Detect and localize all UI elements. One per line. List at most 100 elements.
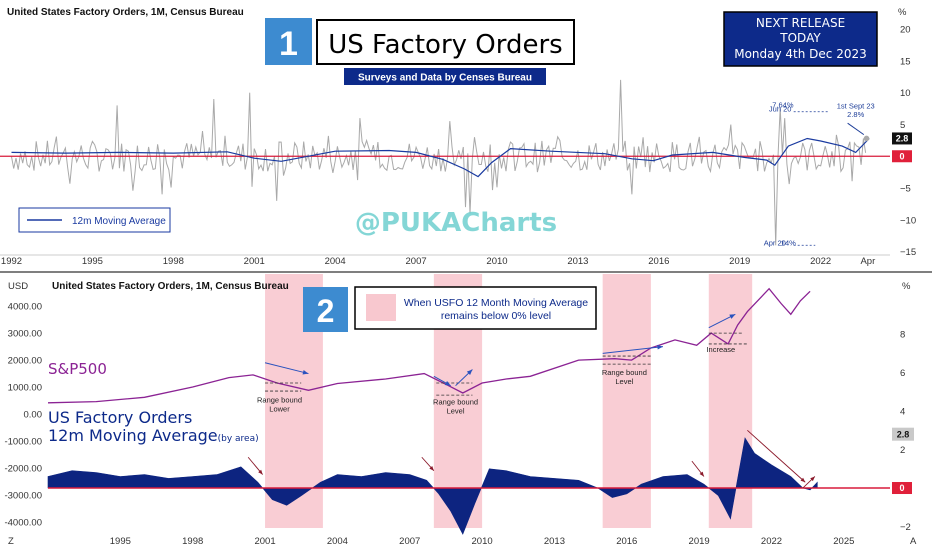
panel1-zero-value: 0 bbox=[899, 151, 904, 161]
factory-orders-area bbox=[47, 437, 818, 535]
panel2-zero-value: 0 bbox=[899, 483, 904, 493]
panel1-y-tick: 15 bbox=[900, 56, 911, 67]
panel1-x-tick: 2016 bbox=[648, 256, 669, 267]
panel1-x-tick: 2004 bbox=[325, 256, 346, 267]
panel2-right-tick: 6 bbox=[900, 368, 905, 379]
decline-arrow-head bbox=[800, 477, 806, 483]
decline-arrow-head bbox=[699, 471, 704, 477]
panel2-right-tick: 2 bbox=[900, 445, 905, 456]
panel1-y-tick: 20 bbox=[900, 25, 911, 36]
panel2-right-axis: 8 6 4 2 −2 bbox=[900, 330, 911, 533]
decline-arrow bbox=[747, 430, 806, 483]
panel1-y-tick: 5 bbox=[900, 120, 905, 131]
trend-arrow-head bbox=[444, 380, 451, 386]
panel2-x-tick: 2016 bbox=[616, 536, 637, 547]
factory-orders-label-suffix: (by area) bbox=[218, 434, 259, 444]
panel1-x-tick: 2007 bbox=[406, 256, 427, 267]
last-point-marker bbox=[863, 135, 870, 142]
panel1-annotation: 1st Sept 23 bbox=[837, 102, 875, 111]
decline-arrow-head bbox=[258, 469, 263, 475]
panel2-left-tick: -3000.00 bbox=[4, 490, 42, 501]
panel2-right-tick: 8 bbox=[900, 330, 905, 341]
panel2-x-tick: 2019 bbox=[689, 536, 710, 547]
panel2-annotation: Level bbox=[615, 377, 633, 386]
panel1-x-tick: 2010 bbox=[486, 256, 507, 267]
panel1-x-tick: 1995 bbox=[82, 256, 103, 267]
panel2-number-badge bbox=[303, 287, 348, 332]
panel2-last-value-tag bbox=[892, 427, 914, 441]
next-release-line2: TODAY bbox=[779, 31, 821, 45]
panel2-right-corner: A bbox=[910, 536, 917, 547]
panel2-x-tick: 2013 bbox=[544, 536, 565, 547]
panel1-x-tick: 2019 bbox=[729, 256, 750, 267]
annotation-arrow bbox=[847, 122, 865, 136]
factory-orders-label-line2: 12m Moving Average(by area) bbox=[48, 426, 259, 445]
panel2-banner-line1: When USFO 12 Month Moving Average bbox=[404, 297, 588, 309]
panel2-x-tick: 1995 bbox=[110, 536, 131, 547]
decline-arrow-head bbox=[429, 465, 434, 471]
panel2-annotation: Level bbox=[447, 407, 465, 416]
panel2-right-tick: 4 bbox=[900, 407, 905, 418]
panel1-y-tick: −5 bbox=[900, 184, 911, 195]
panel1-number-badge bbox=[265, 18, 312, 65]
monthly-change-series bbox=[11, 79, 867, 246]
panel1-annotation: Apr 20 bbox=[764, 238, 786, 247]
trend-arrow bbox=[602, 346, 664, 354]
panel-1: 20 15 10 5 0 −5 −10 −15 1992 1995 1998 2001 2004 200… bbox=[0, 7, 916, 267]
panel1-x-tick: 1992 bbox=[1, 256, 22, 267]
panel-2: 4000.00 3000.00 2000.00 1000.00 0.00 -1000.00… bbox=[4, 274, 917, 547]
panel2-left-tick: -4000.00 bbox=[4, 517, 42, 528]
panel1-x-axis: 1992 1995 1998 2001 2004 2007 2010 2013 2016 2019… bbox=[1, 256, 875, 267]
panel1-x-tick: 2022 bbox=[810, 256, 831, 267]
panel1-x-tick: 1998 bbox=[163, 256, 184, 267]
panel2-left-corner: Z bbox=[8, 536, 14, 547]
trend-arrow-head bbox=[302, 369, 309, 375]
panel2-annotation: Lower bbox=[269, 404, 290, 413]
panel1-annotation: Jun 20 bbox=[769, 105, 792, 114]
next-release-line3: Monday 4th Dec 2023 bbox=[734, 47, 867, 61]
panel2-left-unit: USD bbox=[8, 281, 28, 292]
next-release-line1: NEXT RELEASE bbox=[756, 16, 845, 30]
panel2-left-axis: 4000.00 3000.00 2000.00 1000.00 0.00 -1000.00… bbox=[4, 302, 42, 529]
panel1-last-value: 2.8 bbox=[896, 134, 909, 144]
panel1-x-tick: Apr bbox=[860, 256, 875, 267]
panel2-x-tick: 1998 bbox=[182, 536, 203, 547]
panel2-zero-tag bbox=[892, 482, 912, 495]
panel1-banner-title: US Factory Orders bbox=[328, 30, 562, 60]
panel2-left-tick: 3000.00 bbox=[8, 329, 42, 340]
panel2-x-tick: 2025 bbox=[833, 536, 854, 547]
panel1-number: 1 bbox=[279, 25, 298, 63]
watermark: @PUKACharts bbox=[355, 208, 557, 238]
panel2-left-tick: 0.00 bbox=[24, 410, 43, 421]
panel1-y-unit: % bbox=[898, 7, 907, 18]
panel2-right-unit: % bbox=[902, 281, 911, 292]
next-release-box bbox=[723, 11, 878, 67]
trend-arrow-head bbox=[466, 369, 473, 376]
monthly-change-line bbox=[11, 79, 867, 246]
shade-legend-swatch bbox=[366, 294, 396, 321]
panel1-y-tick: −10 bbox=[900, 215, 916, 226]
panel2-banner-line2: remains below 0% level bbox=[441, 310, 551, 322]
panel1-subtitle-box bbox=[344, 68, 546, 85]
panel1-title-box bbox=[316, 19, 575, 65]
factory-orders-label-line1: US Factory Orders bbox=[48, 408, 192, 427]
panel2-annotation: Increase bbox=[706, 345, 735, 354]
panel2-annotation: Range bound bbox=[257, 395, 302, 404]
panel1-annotation: 7.64% bbox=[772, 101, 794, 110]
panel1-zero-tag bbox=[892, 150, 912, 163]
factory-orders-label-main: 12m Moving Average bbox=[48, 426, 218, 445]
panel1-y-tick: 10 bbox=[900, 88, 911, 99]
trend-arrow-head bbox=[657, 344, 663, 350]
trend-arrow-head bbox=[729, 314, 736, 319]
decline-arrow-head bbox=[810, 476, 815, 482]
panel2-x-tick: 2007 bbox=[399, 536, 420, 547]
panel1-y-tick: −15 bbox=[900, 247, 916, 258]
panel2-title: United States Factory Orders, 1M, Census… bbox=[52, 281, 289, 292]
trend-arrow bbox=[264, 362, 309, 375]
panel1-last-value-tag bbox=[892, 132, 912, 145]
sp500-label: S&P500 bbox=[48, 360, 107, 378]
panel2-number: 2 bbox=[317, 293, 335, 329]
